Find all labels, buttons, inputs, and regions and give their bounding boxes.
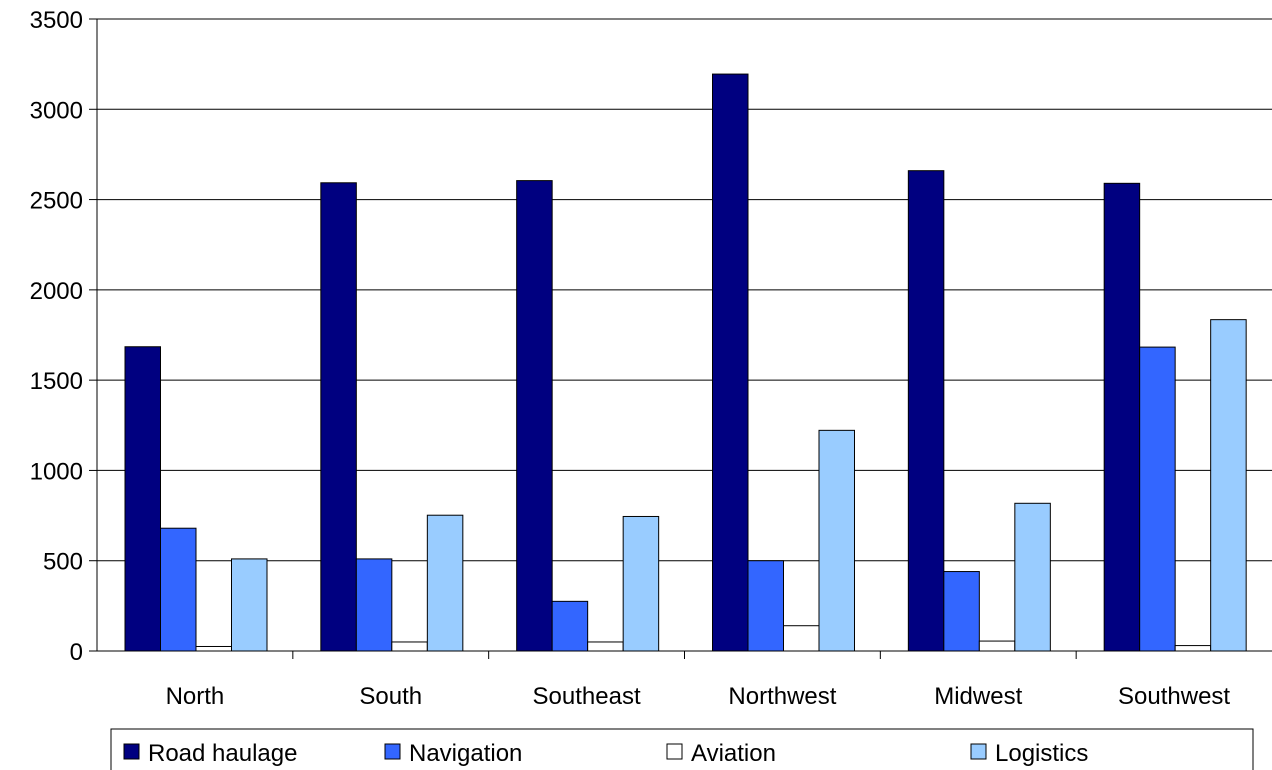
bar-road-haulage-southeast	[516, 180, 553, 652]
bar-navigation-south	[355, 558, 393, 652]
bar-aviation-midwest	[978, 640, 1016, 652]
legend-swatch	[123, 743, 140, 760]
bar-navigation-north	[160, 527, 197, 652]
legend: Road haulage Navigation Aviation Logistics	[110, 728, 1254, 770]
y-tick-label: 2500	[30, 188, 83, 215]
bar-road-haulage-south	[320, 182, 357, 652]
bar-aviation-south	[391, 641, 428, 652]
x-tick-label: Southeast	[533, 683, 641, 710]
legend-swatch	[384, 743, 401, 760]
legend-label: Road haulage	[148, 740, 297, 767]
legend-label: Logistics	[995, 740, 1088, 767]
y-tick-label: 3000	[30, 97, 83, 124]
bar-navigation-northwest	[747, 560, 784, 652]
legend-label: Aviation	[691, 740, 776, 767]
legend-swatch	[970, 743, 987, 760]
bar-navigation-southwest	[1139, 346, 1176, 652]
y-tick-label: 1500	[30, 368, 83, 395]
x-axis-ticks: North South Southeast Northwest Midwest South…	[166, 651, 1230, 710]
gridlines	[97, 18, 1272, 562]
bar-logistics-southwest	[1210, 319, 1247, 652]
x-tick-label: South	[359, 683, 422, 710]
bar-logistics-southeast	[622, 515, 660, 652]
bar-road-haulage-northwest	[712, 73, 749, 652]
bar-aviation-southeast	[587, 641, 624, 652]
bar-aviation-northwest	[783, 625, 820, 652]
bar-road-haulage-midwest	[907, 170, 945, 652]
bar-navigation-southeast	[551, 600, 589, 652]
bar-logistics-northwest	[818, 429, 855, 652]
y-axis-ticks: 0 500 1000 1500 2000 2500 3000 3500	[30, 7, 97, 666]
bar-aviation-north	[195, 645, 232, 652]
axes	[96, 19, 1272, 652]
bar-aviation-southwest	[1174, 645, 1212, 652]
y-tick-label: 1000	[30, 458, 83, 485]
x-tick-label: Southwest	[1118, 683, 1230, 710]
y-tick-label: 3500	[30, 7, 83, 34]
bar-road-haulage-north	[124, 346, 161, 652]
legend-swatch	[666, 743, 683, 760]
x-tick-label: North	[166, 683, 225, 710]
bars	[124, 73, 1247, 652]
legend-label: Navigation	[409, 740, 522, 767]
bar-logistics-south	[426, 514, 464, 652]
y-tick-label: 500	[43, 549, 83, 576]
bar-logistics-midwest	[1014, 502, 1051, 652]
bar-navigation-midwest	[943, 571, 980, 652]
bar-logistics-north	[231, 558, 268, 652]
bar-road-haulage-southwest	[1103, 182, 1141, 652]
x-tick-label: Midwest	[934, 683, 1022, 710]
x-tick-label: Northwest	[728, 683, 836, 710]
y-tick-label: 0	[70, 639, 83, 666]
y-tick-label: 2000	[30, 278, 83, 305]
